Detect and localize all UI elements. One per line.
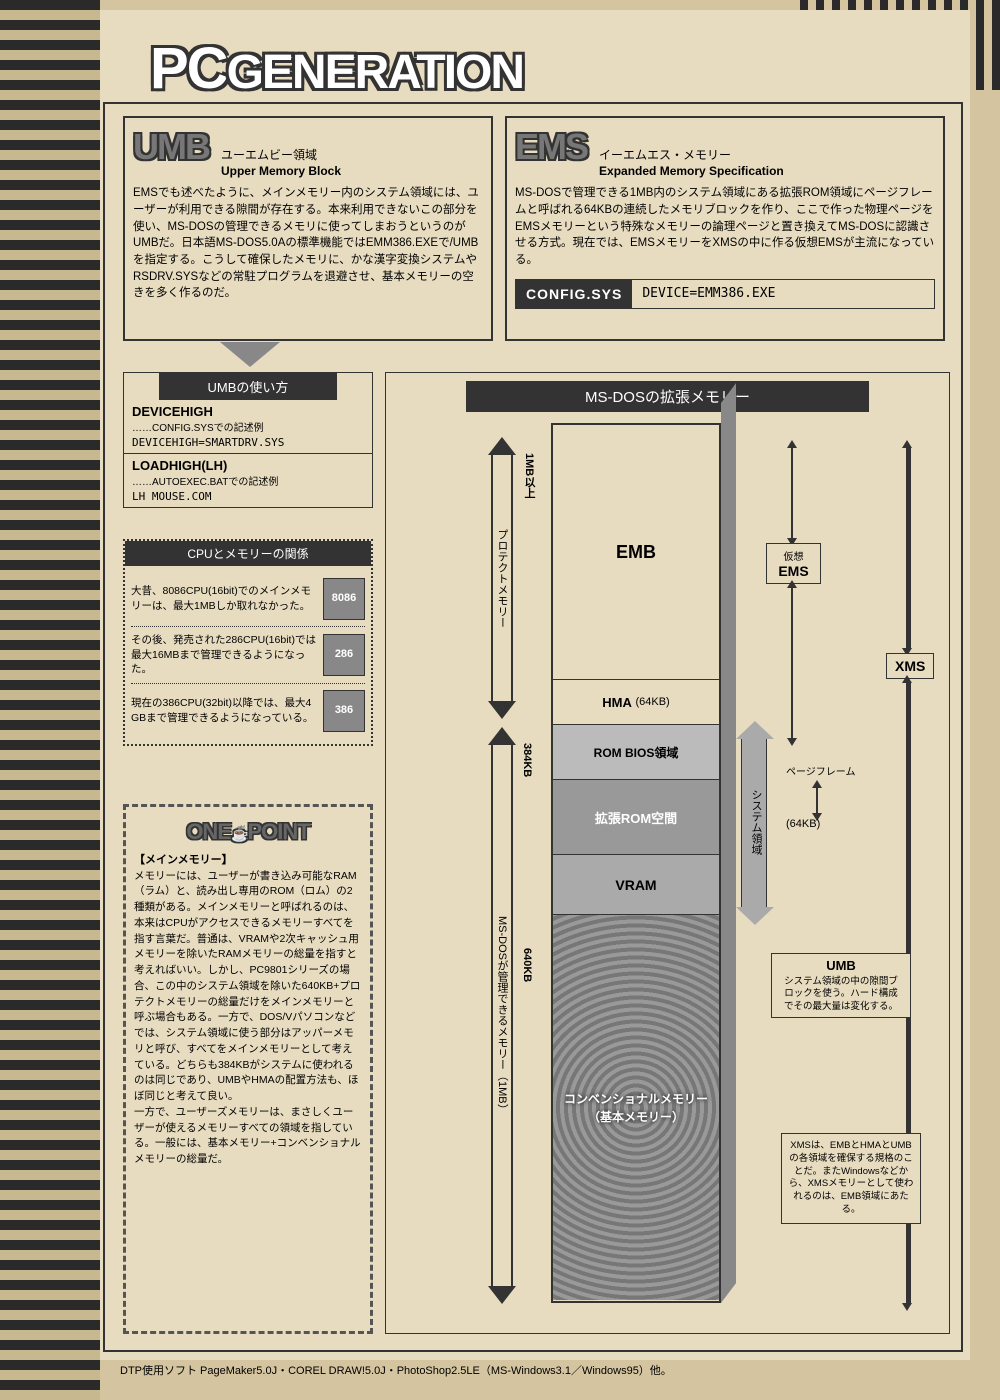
mem-header: MS-DOSの拡張メモリー bbox=[466, 381, 869, 412]
cpu-header: CPUとメモリーの関係 bbox=[125, 541, 371, 566]
umb-title: UMB bbox=[826, 958, 856, 973]
umb-desc: システム領域の中の隙間ブロックを使う。ハード構成でその最大量は変化する。 bbox=[780, 976, 902, 1013]
umb-en: Upper Memory Block bbox=[221, 164, 341, 178]
label-page-frame: ページフレーム bbox=[786, 763, 856, 778]
one-point-title: ONE☕POINT bbox=[134, 815, 362, 848]
cpu-box: CPUとメモリーの関係 大昔、8086CPU(16bit)でのメインメモリーは、… bbox=[123, 539, 373, 746]
system-region-arrow: システム領域 bbox=[741, 738, 767, 908]
cpu-text: 大昔、8086CPU(16bit)でのメインメモリーは、最大1MBしか取れなかっ… bbox=[131, 584, 317, 613]
ems-body: MS-DOSで管理できる1MB内のシステム領域にある拡張ROM領域にページフレー… bbox=[515, 185, 935, 268]
arrow-line bbox=[791, 588, 793, 738]
usage-example: LH MOUSE.COM bbox=[132, 490, 364, 503]
label-protect: プロテクトメモリー bbox=[494, 529, 510, 628]
usage-cmd: LOADHIGH(LH) bbox=[132, 458, 364, 473]
arrow-line bbox=[791, 448, 793, 538]
ems-label: EMS bbox=[778, 563, 808, 579]
ems-jp: イーエムエス・メモリー bbox=[599, 148, 731, 162]
arrow-shape: プロテクトメモリー bbox=[491, 453, 513, 703]
config-value: DEVICE=EMM386.EXE bbox=[632, 280, 934, 308]
label-umb-box: UMB システム領域の中の隙間ブロックを使う。ハード構成でその最大量は変化する。 bbox=[771, 953, 911, 1018]
cpu-chip-icon: 286 bbox=[323, 634, 365, 676]
ems-box: EMS イーエムエス・メモリー Expanded Memory Specific… bbox=[505, 116, 945, 341]
down-arrow-icon bbox=[220, 342, 280, 367]
xms-note-box: XMSは、EMBとHMAとUMBの各領域を確保する規格のことだ。またWindow… bbox=[781, 1133, 921, 1224]
cpu-row: 現在の386CPU(32bit)以降では、最大4 GBまで管理できるようになって… bbox=[131, 684, 365, 738]
seg-vram: VRAM bbox=[553, 855, 719, 915]
usage-cmd: DEVICEHIGH bbox=[132, 404, 364, 419]
config-row: CONFIG.SYS DEVICE=EMM386.EXE bbox=[515, 279, 935, 309]
umb-body: EMSでも述べたように、メインメモリー内のシステム領域には、ユーザーが利用できる… bbox=[133, 185, 483, 302]
cpu-row: その後、発売された286CPU(16bit)では最大16MBまで管理できるように… bbox=[131, 627, 365, 684]
seg-hma-size: (64KB) bbox=[635, 696, 669, 708]
label-640kb: 640KB bbox=[521, 948, 533, 1288]
label-64kb: (64KB) bbox=[786, 818, 820, 830]
footer-text: DTP使用ソフト PageMaker5.0J・COREL DRAW!5.0J・P… bbox=[120, 1362, 672, 1378]
page: PCGENERATION UMB ユーエムビー領域 Upper Memory B… bbox=[100, 10, 970, 1360]
usage-item: LOADHIGH(LH) ……AUTOEXEC.BATでの記述例 LH MOUS… bbox=[124, 454, 372, 507]
usage-example: DEVICEHIGH=SMARTDRV.SYS bbox=[132, 436, 364, 449]
label-1mb-plus: 1MB以上 bbox=[521, 453, 537, 703]
umb-usage-header: UMBの使い方 bbox=[159, 373, 337, 400]
label-virtual-ems: 仮想 EMS bbox=[766, 543, 821, 584]
title-rest: GENERATION bbox=[227, 46, 523, 99]
umb-box: UMB ユーエムビー領域 Upper Memory Block EMSでも述べた… bbox=[123, 116, 493, 341]
config-label: CONFIG.SYS bbox=[516, 280, 632, 308]
one-point-body: メモリーには、ユーザーが書き込み可能なRAM（ラム）と、読み出し専用のROM（ロ… bbox=[134, 869, 362, 1168]
arrow-protect-mem: プロテクトメモリー bbox=[491, 453, 513, 703]
arrow-line bbox=[816, 788, 818, 813]
ems-small: 仮想 bbox=[775, 548, 812, 563]
seg-conventional: コンベンショナルメモリー（基本メモリー） bbox=[553, 915, 719, 1300]
ems-heading: EMS bbox=[515, 126, 587, 168]
mem-tower-side bbox=[721, 383, 736, 1303]
umb-jp: ユーエムビー領域 bbox=[221, 148, 317, 162]
cpu-chip-icon: 386 bbox=[323, 690, 365, 732]
seg-hma-label: HMA bbox=[602, 695, 632, 710]
umb-usage-box: UMBの使い方 DEVICEHIGH ……CONFIG.SYSでの記述例 DEV… bbox=[123, 372, 373, 508]
title-pc: PC bbox=[150, 36, 227, 101]
usage-note: ……CONFIG.SYSでの記述例 bbox=[132, 419, 364, 434]
cpu-row: 大昔、8086CPU(16bit)でのメインメモリーは、最大1MBしか取れなかっ… bbox=[131, 572, 365, 627]
usage-note: ……AUTOEXEC.BATでの記述例 bbox=[132, 473, 364, 488]
arrow-shape: MS-DOSが管理できるメモリー（1MB） bbox=[491, 743, 513, 1288]
seg-rom-bios: ROM BIOS領域 bbox=[553, 725, 719, 780]
page-title: PCGENERATION bbox=[150, 35, 523, 102]
arrow-line bbox=[906, 448, 911, 648]
memory-diagram: MS-DOSの拡張メモリー EMB HMA (64KB) ROM BIOS領域 … bbox=[385, 372, 950, 1334]
one-point-box: ONE☕POINT 【メインメモリー】 メモリーには、ユーザーが書き込み可能なR… bbox=[123, 804, 373, 1334]
usage-item: DEVICEHIGH ……CONFIG.SYSでの記述例 DEVICEHIGH=… bbox=[124, 400, 372, 454]
left-edge-stripes bbox=[0, 0, 100, 1400]
arrow-msdos-mem: MS-DOSが管理できるメモリー（1MB） bbox=[491, 743, 513, 1288]
seg-hma: HMA (64KB) bbox=[553, 680, 719, 725]
umb-heading: UMB bbox=[133, 126, 209, 168]
ems-en: Expanded Memory Specification bbox=[599, 164, 784, 178]
one-point-subtitle: 【メインメモリー】 bbox=[134, 852, 362, 869]
label-msdos: MS-DOSが管理できるメモリー（1MB） bbox=[494, 916, 510, 1115]
label-384kb: 384KB bbox=[521, 743, 533, 933]
label-system-region: システム領域 bbox=[748, 789, 764, 855]
seg-ext-rom: 拡張ROM空間 bbox=[553, 780, 719, 855]
cpu-chip-icon: 8086 bbox=[323, 578, 365, 620]
mem-tower: EMB HMA (64KB) ROM BIOS領域 拡張ROM空間 VRAM コ… bbox=[551, 423, 721, 1303]
seg-emb: EMB bbox=[553, 425, 719, 680]
cpu-text: 現在の386CPU(32bit)以降では、最大4 GBまで管理できるようになって… bbox=[131, 696, 317, 725]
cpu-text: その後、発売された286CPU(16bit)では最大16MBまで管理できるように… bbox=[131, 633, 317, 677]
outer-frame: UMB ユーエムビー領域 Upper Memory Block EMSでも述べた… bbox=[103, 102, 963, 1352]
